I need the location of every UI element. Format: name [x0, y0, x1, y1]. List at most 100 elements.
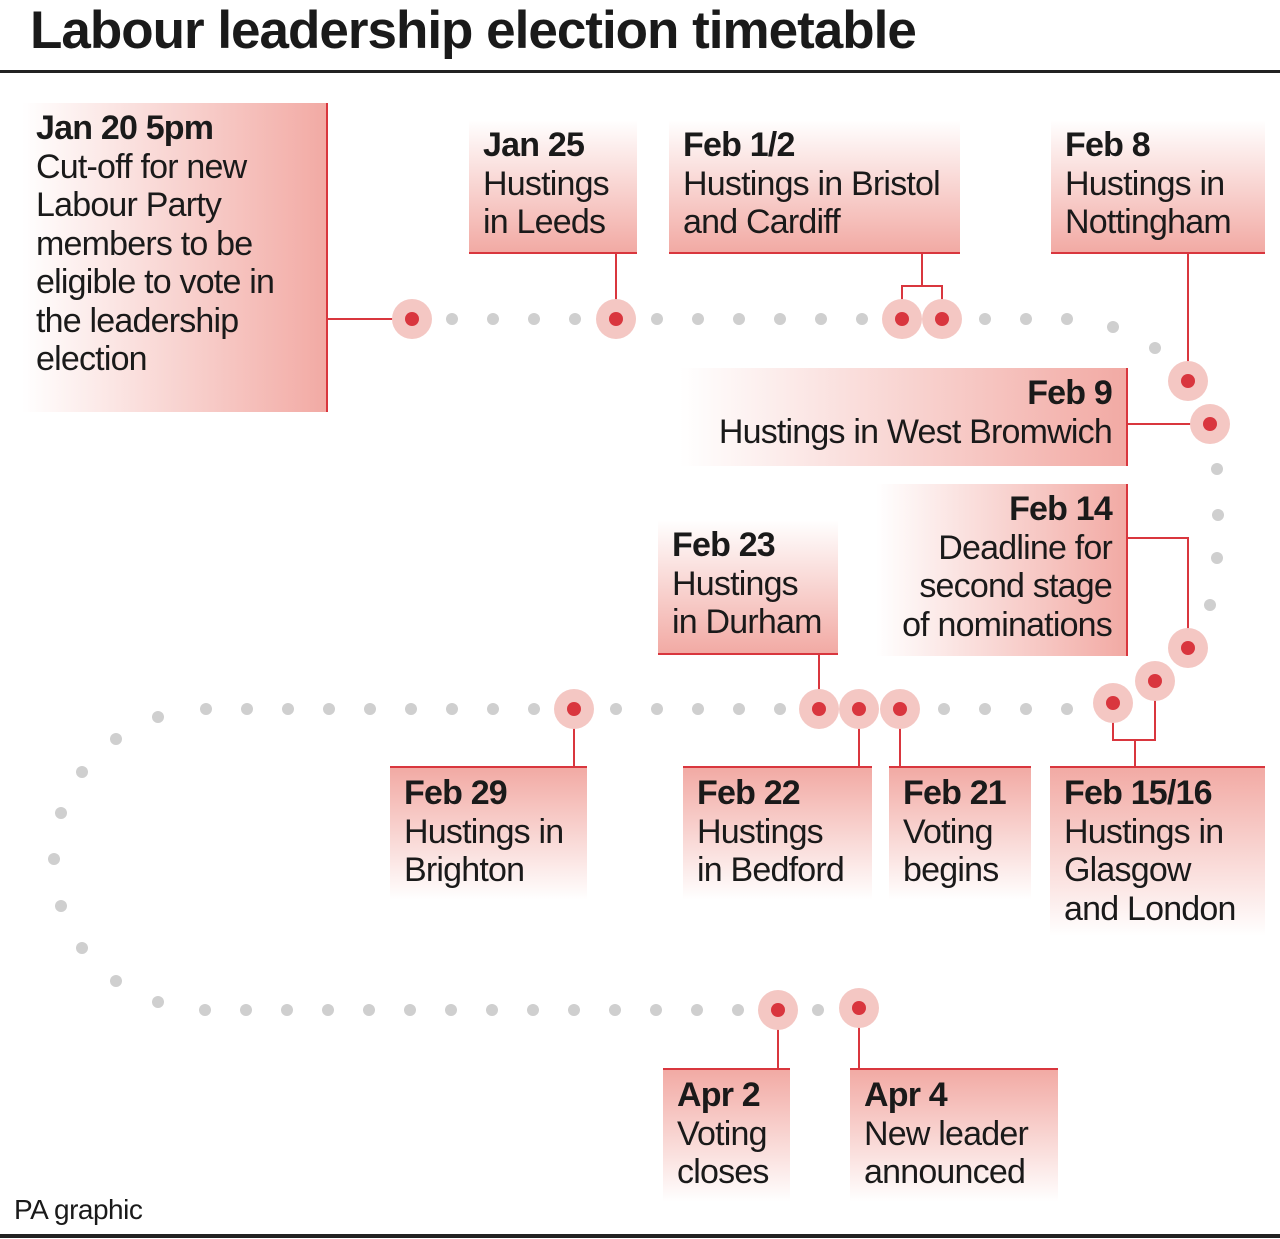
path-dot — [152, 711, 164, 723]
path-dot — [281, 1004, 293, 1016]
path-dot — [323, 703, 335, 715]
path-dot — [110, 975, 122, 987]
event-date: Apr 2 — [677, 1076, 761, 1114]
event-date: Jan 25 — [483, 126, 585, 164]
event-dot — [935, 312, 949, 326]
path-dot — [1061, 703, 1073, 715]
credit: PA graphic — [14, 1194, 143, 1225]
event-text: of nominations — [902, 605, 1113, 644]
path-dot — [774, 313, 786, 325]
path-dot — [55, 900, 67, 912]
bottom-rule — [0, 1234, 1280, 1238]
event-date: Feb 23 — [672, 526, 776, 564]
event-box: Feb 8 Hustings in Nottingham — [1051, 120, 1265, 254]
event-date: Feb 15/16 — [1064, 774, 1213, 812]
event-text: election — [36, 340, 148, 378]
event-text: New leader — [864, 1114, 1029, 1153]
event-text: Nottingham — [1065, 203, 1232, 241]
event-text: members to be — [36, 224, 253, 263]
event-dot — [771, 1003, 785, 1017]
path-dot — [76, 766, 88, 778]
path-dot — [651, 703, 663, 715]
event-text: announced — [864, 1153, 1026, 1191]
path-dot — [487, 313, 499, 325]
event-text: and Cardiff — [683, 203, 841, 241]
event-text: Hustings — [483, 164, 610, 203]
path-dot — [938, 703, 950, 715]
event-text: second stage — [919, 567, 1112, 605]
path-dot — [152, 996, 164, 1008]
event-text: Hustings in West Bromwich — [718, 412, 1113, 451]
path-dot — [1061, 313, 1073, 325]
event-text: the leadership — [36, 301, 239, 340]
event-date: Jan 20 5pm — [36, 109, 214, 147]
path-dot — [110, 733, 122, 745]
event-box: Feb 9 Hustings in West Bromwich — [680, 368, 1128, 466]
event-text: Deadline for — [938, 528, 1113, 567]
path-dot — [568, 1004, 580, 1016]
path-dot — [1149, 342, 1161, 354]
path-dot — [240, 1004, 252, 1016]
event-dot — [1106, 696, 1120, 710]
event-box: Jan 20 5pm Cut-off for new Labour Party mem… — [22, 103, 328, 412]
path-dot — [527, 1004, 539, 1016]
event-text: Hustings in — [404, 812, 564, 851]
path-dot — [282, 703, 294, 715]
path-dot — [610, 703, 622, 715]
path-dot — [322, 1004, 334, 1016]
event-dot — [1181, 641, 1195, 655]
event-box: Apr 2 Voting closes — [663, 1068, 790, 1202]
path-dot — [1020, 703, 1032, 715]
event-text: Brighton — [404, 851, 525, 889]
path-dot — [528, 313, 540, 325]
title: Labour leadership election timetable — [30, 1, 917, 60]
event-box: Feb 29 Hustings in Brighton — [390, 766, 587, 900]
path-dot — [812, 1004, 824, 1016]
event-date: Feb 21 — [903, 774, 1007, 812]
path-dot — [1020, 313, 1032, 325]
path-dot — [363, 1004, 375, 1016]
path-dot — [609, 1004, 621, 1016]
event-dot — [609, 312, 623, 326]
path-dot — [774, 703, 786, 715]
event-date: Apr 4 — [864, 1076, 948, 1114]
event-text: and London — [1064, 889, 1236, 928]
event-date: Feb 14 — [1009, 490, 1113, 528]
path-dot — [650, 1004, 662, 1016]
event-text: in Bedford — [697, 851, 845, 889]
path-dot — [76, 942, 88, 954]
path-dot — [733, 313, 745, 325]
event-text: Labour Party — [36, 186, 222, 224]
path-dot — [486, 1004, 498, 1016]
path-dot — [733, 703, 745, 715]
path-dot — [445, 1004, 457, 1016]
event-date: Feb 9 — [1027, 374, 1113, 412]
path-dot — [446, 313, 458, 325]
path-dot — [487, 703, 499, 715]
path-dot — [48, 853, 60, 865]
path-dot — [405, 703, 417, 715]
path-dot — [1212, 509, 1224, 521]
path-dot — [1211, 552, 1223, 564]
event-text: in Durham — [672, 603, 822, 641]
path-dot — [692, 313, 704, 325]
path-dot — [1204, 599, 1216, 611]
event-dot — [567, 702, 581, 716]
path-dot — [856, 313, 868, 325]
event-date: Feb 8 — [1065, 126, 1151, 164]
path-dot — [199, 1004, 211, 1016]
path-dot — [241, 703, 253, 715]
path-dot — [446, 703, 458, 715]
event-box: Feb 14 Deadline for second stage of nominat… — [876, 484, 1128, 656]
event-box: Feb 1/2 Hustings in Bristol and Cardiff — [669, 120, 960, 254]
path-dot — [200, 703, 212, 715]
event-box: Feb 23 Hustings in Durham — [658, 520, 838, 655]
event-text: Hustings — [697, 812, 824, 851]
event-box: Jan 25 Hustings in Leeds — [469, 120, 637, 254]
event-text: in Leeds — [483, 203, 606, 241]
event-dot — [895, 312, 909, 326]
path-dot — [528, 703, 540, 715]
path-dot — [732, 1004, 744, 1016]
event-dot — [1181, 374, 1195, 388]
event-box: Apr 4 New leader announced — [850, 1068, 1058, 1202]
